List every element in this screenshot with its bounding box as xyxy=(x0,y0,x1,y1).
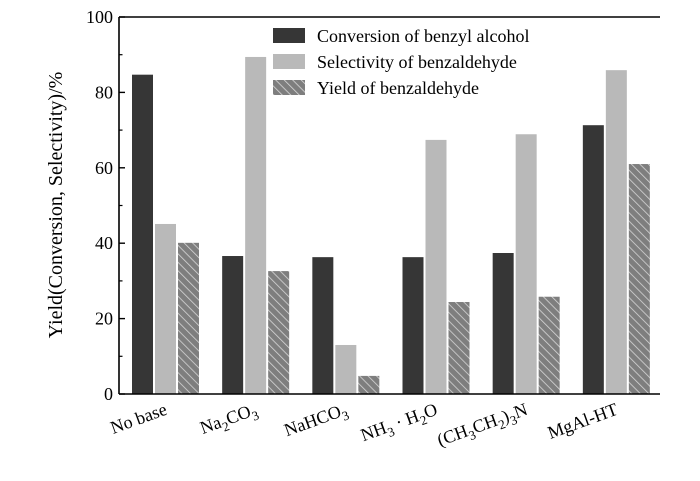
bar-2-2 xyxy=(245,56,267,394)
bar-3-3 xyxy=(358,375,380,394)
bar-3-5 xyxy=(538,296,560,394)
bars-group xyxy=(132,56,650,395)
x-tick-label-6: MgAl-HT xyxy=(545,399,620,443)
bar-2-1 xyxy=(155,223,176,394)
bar-1-3 xyxy=(312,257,334,394)
bar-3-1 xyxy=(178,242,199,394)
bar-2-4 xyxy=(425,139,447,394)
y-tick-label: 100 xyxy=(86,7,113,27)
bar-1-6 xyxy=(582,125,604,394)
legend-label-1: Conversion of benzyl alcohol xyxy=(317,26,529,46)
bar-1-1 xyxy=(132,74,153,394)
bar-1-4 xyxy=(402,257,424,394)
bar-2-5 xyxy=(515,134,537,394)
plot-frame xyxy=(118,16,660,395)
y-tick-label: 60 xyxy=(95,158,113,178)
y-tick-label: 20 xyxy=(95,309,113,329)
y-tick-label: 0 xyxy=(104,384,113,404)
x-tick-label-3: NaHCO3 xyxy=(281,399,351,444)
y-tick-label: 80 xyxy=(95,82,113,102)
y-axis: 0 20 40 60 80 100 xyxy=(86,7,125,404)
bar-1-5 xyxy=(492,253,514,394)
y-tick-label: 40 xyxy=(95,233,113,253)
x-tick-label-2: Na2CO3 xyxy=(197,399,261,442)
legend: Conversion of benzyl alcohol Selectivity … xyxy=(273,26,529,98)
bar-2-6 xyxy=(605,70,627,395)
y-axis-label: Yield(Conversion, Selectivity)/% xyxy=(45,72,67,339)
x-tick-label-4: NH3 · H2O xyxy=(358,399,441,449)
legend-label-2: Selectivity of benzaldehyde xyxy=(317,52,517,72)
legend-swatch-1 xyxy=(273,28,305,43)
bar-3-6 xyxy=(628,164,650,394)
bar-1-2 xyxy=(222,256,244,394)
bar-2-3 xyxy=(335,344,357,394)
x-tick-label-1: No base xyxy=(108,399,170,438)
legend-label-3: Yield of benzaldehyde xyxy=(317,78,479,98)
legend-swatch-2 xyxy=(273,54,305,69)
bar-3-2 xyxy=(268,271,290,394)
x-tick-label-5: (CH3CH2)3N xyxy=(434,399,531,454)
legend-swatch-3 xyxy=(273,80,305,95)
bar-3-4 xyxy=(448,302,470,394)
